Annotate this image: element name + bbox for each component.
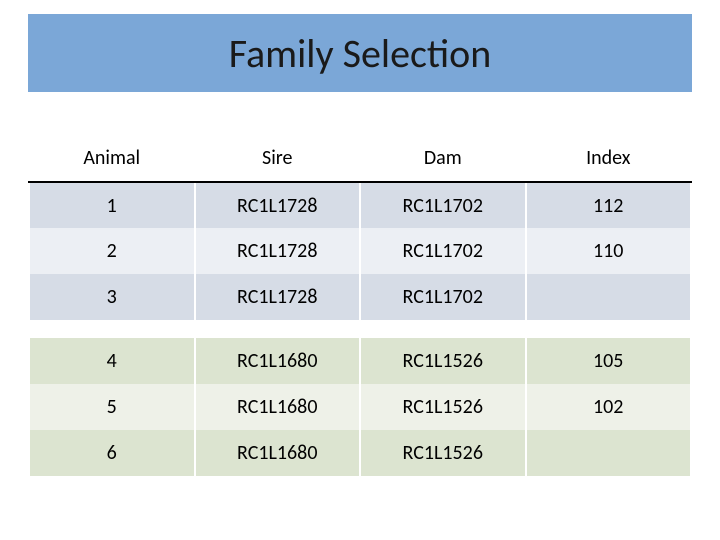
cell-animal: 3 <box>29 274 195 320</box>
cell-index: 102 <box>526 384 692 430</box>
cell-animal: 2 <box>29 228 195 274</box>
table-row: 2RC1L1728RC1L1702110 <box>29 228 691 274</box>
cell-dam: RC1L1702 <box>360 274 526 320</box>
table-header-row: Animal Sire Dam Index <box>29 134 691 182</box>
table-container: Animal Sire Dam Index 1RC1L1728RC1L17021… <box>28 134 692 476</box>
cell-dam: RC1L1702 <box>360 182 526 228</box>
cell-animal: 1 <box>29 182 195 228</box>
cell-index <box>526 274 692 320</box>
cell-sire: RC1L1728 <box>195 228 361 274</box>
slide: Family Selection Animal Sire Dam Index 1… <box>0 0 720 540</box>
cell-sire: RC1L1680 <box>195 338 361 384</box>
cell-dam: RC1L1526 <box>360 384 526 430</box>
col-header-animal: Animal <box>29 134 195 182</box>
cell-index <box>526 430 692 476</box>
cell-index: 110 <box>526 228 692 274</box>
cell-animal: 5 <box>29 384 195 430</box>
col-header-sire: Sire <box>195 134 361 182</box>
family-table: Animal Sire Dam Index 1RC1L1728RC1L17021… <box>28 134 692 476</box>
table-row: 5RC1L1680RC1L1526102 <box>29 384 691 430</box>
cell-dam: RC1L1702 <box>360 228 526 274</box>
cell-index: 112 <box>526 182 692 228</box>
slide-title: Family Selection <box>229 29 492 78</box>
cell-sire: RC1L1680 <box>195 430 361 476</box>
col-header-dam: Dam <box>360 134 526 182</box>
cell-sire: RC1L1728 <box>195 274 361 320</box>
table-row: 1RC1L1728RC1L1702112 <box>29 182 691 228</box>
table-row: 6RC1L1680RC1L1526 <box>29 430 691 476</box>
table-row: 3RC1L1728RC1L1702 <box>29 274 691 320</box>
cell-dam: RC1L1526 <box>360 430 526 476</box>
row-spacer <box>29 320 691 338</box>
col-header-index: Index <box>526 134 692 182</box>
title-bar: Family Selection <box>28 14 692 92</box>
cell-sire: RC1L1728 <box>195 182 361 228</box>
table-row: 4RC1L1680RC1L1526105 <box>29 338 691 384</box>
cell-index: 105 <box>526 338 692 384</box>
cell-animal: 6 <box>29 430 195 476</box>
cell-animal: 4 <box>29 338 195 384</box>
cell-sire: RC1L1680 <box>195 384 361 430</box>
cell-dam: RC1L1526 <box>360 338 526 384</box>
